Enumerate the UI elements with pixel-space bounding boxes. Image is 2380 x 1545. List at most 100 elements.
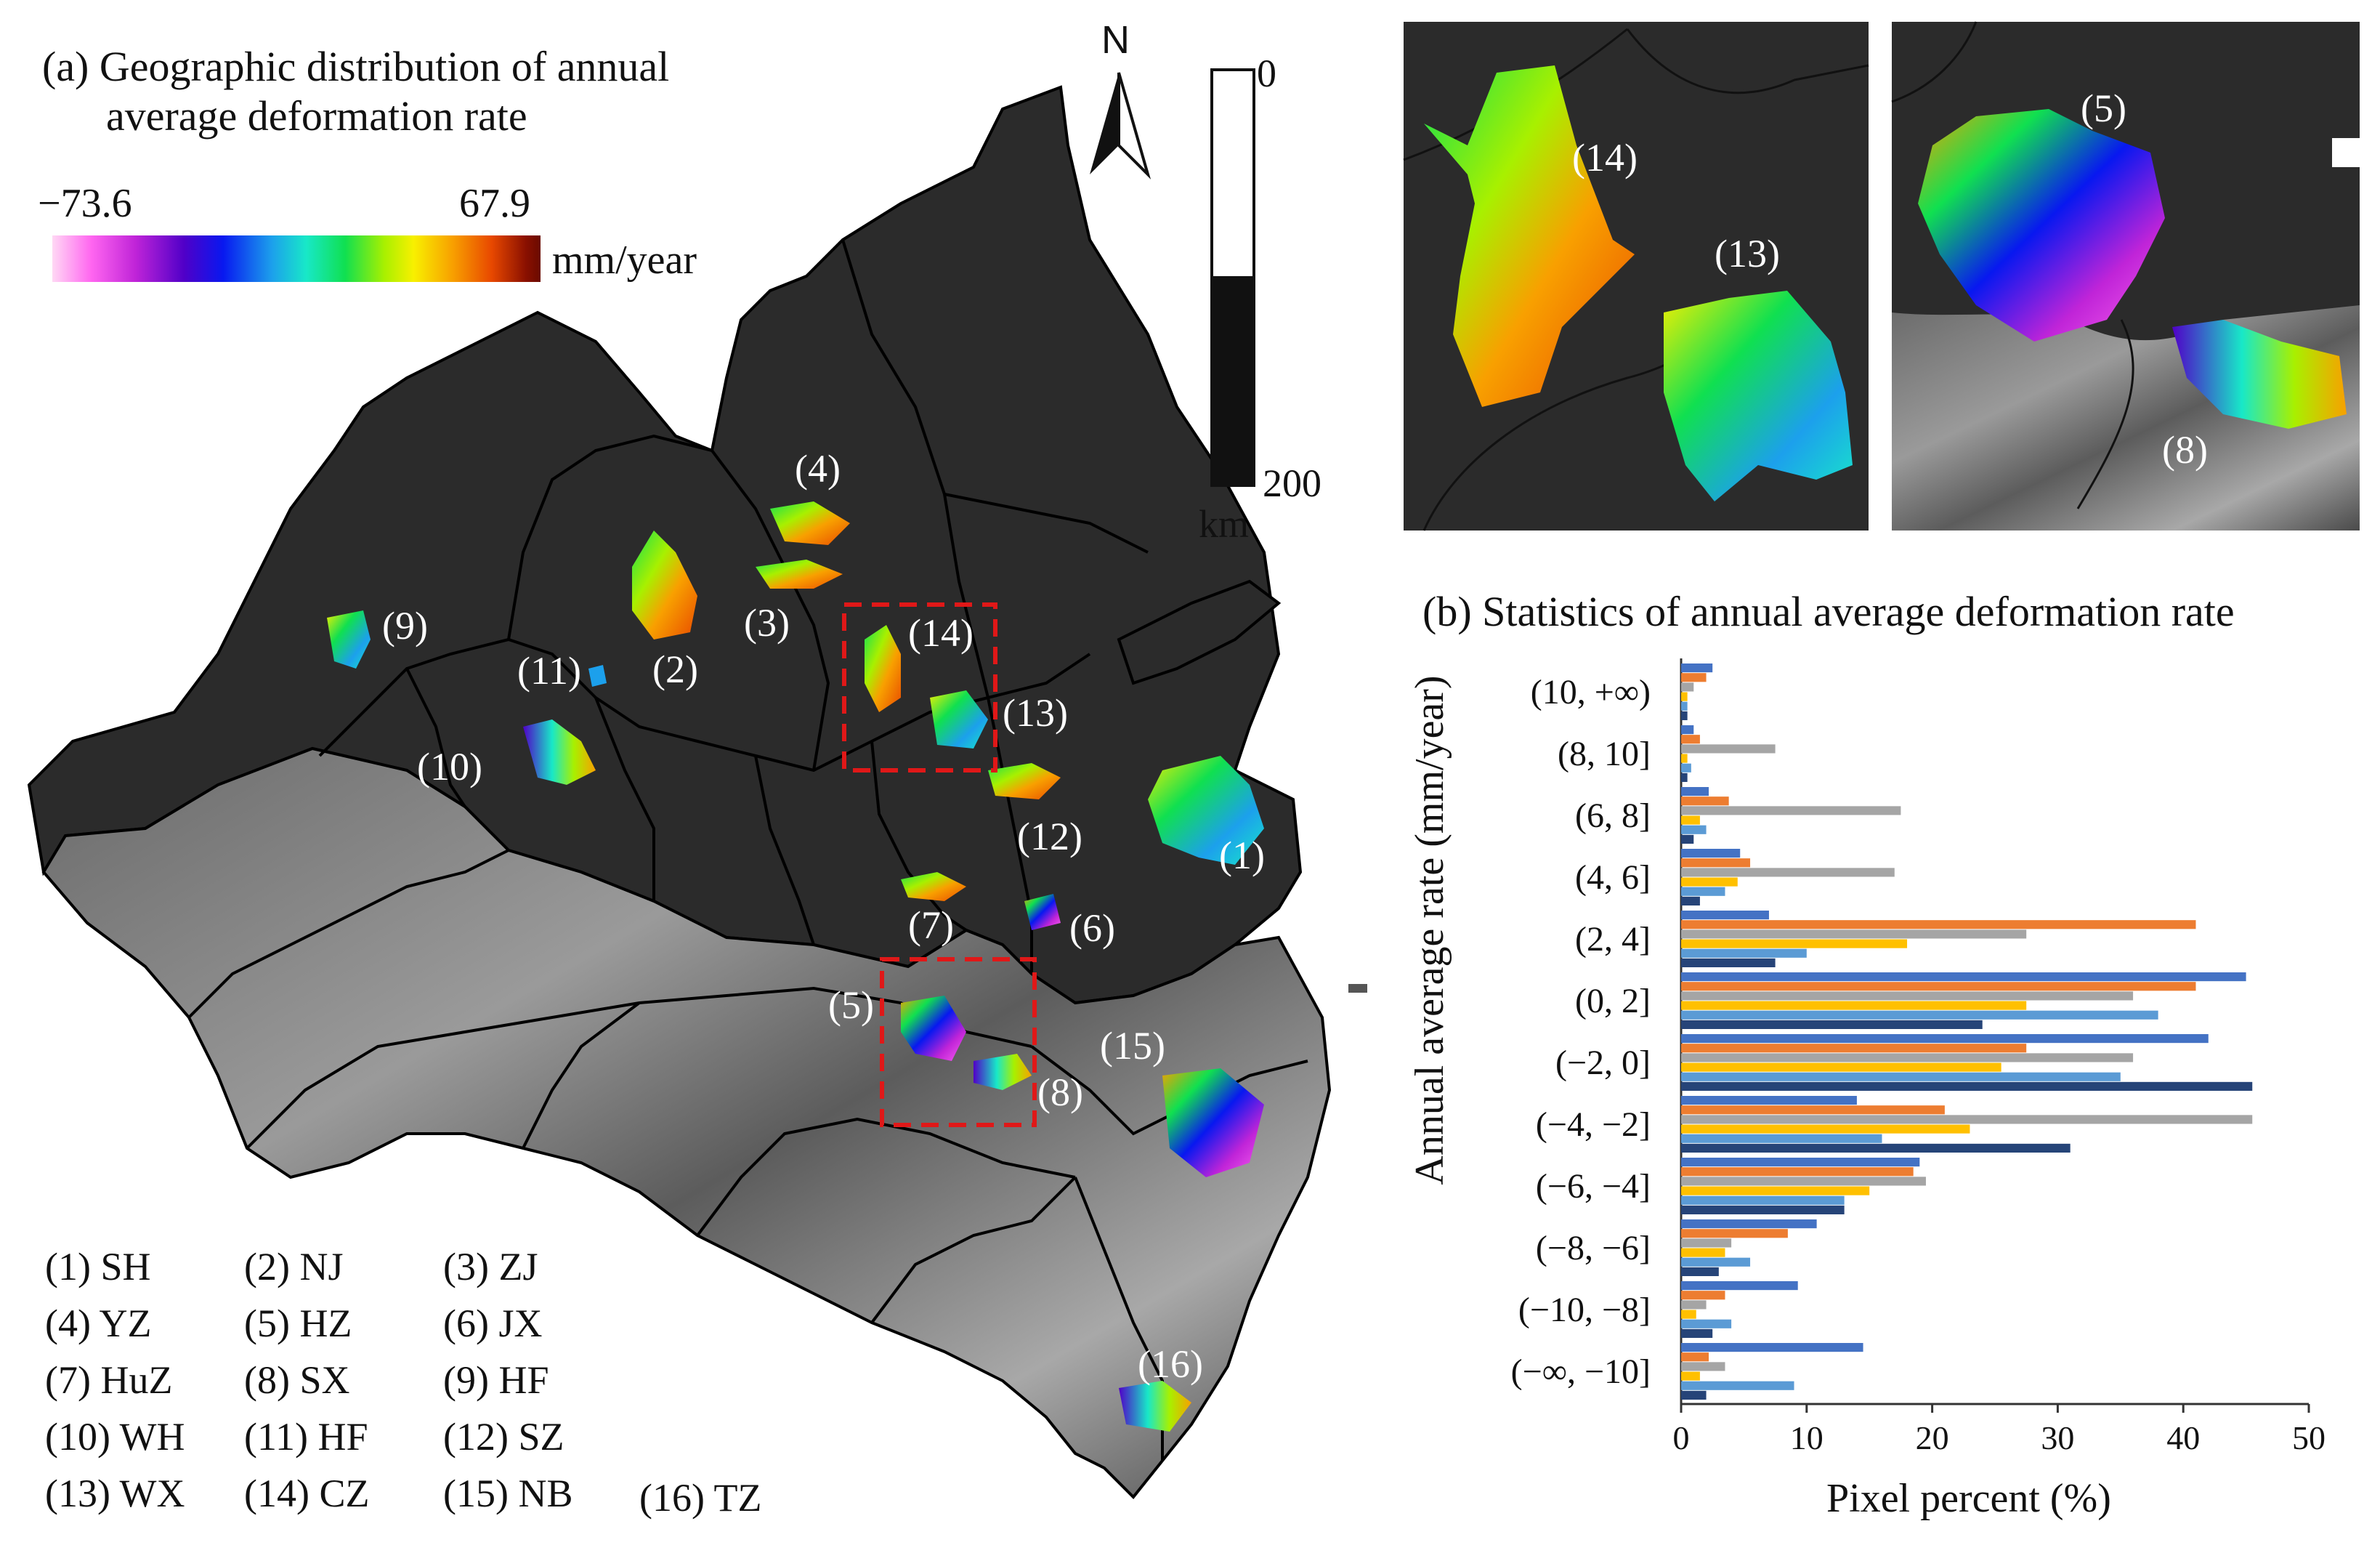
offshore-islet [1348, 984, 1367, 993]
bar-sh-1 [1681, 1281, 1798, 1291]
bar-sx-4 [1681, 1143, 2071, 1153]
inset1-label-14: (14) [1572, 136, 1638, 179]
inset2-label-8: (8) [2162, 428, 2208, 472]
region-label-15: (15) [1100, 1024, 1165, 1068]
region-label-11: (11) [517, 649, 581, 693]
map-title-line1: (a) Geographic distribution of annual [42, 43, 670, 90]
legend-item-3: (3) ZJ [443, 1245, 538, 1288]
colorbar-max-label: 67.9 [459, 181, 530, 226]
category-label: (0, 2] [1575, 981, 1651, 1020]
bar-sh-11 [1681, 663, 1713, 673]
legend-item-10: (10) WH [45, 1415, 185, 1459]
legend-item-14: (14) CZ [244, 1472, 370, 1515]
bar-nj-7 [1681, 920, 2196, 929]
bar-sx-7 [1681, 958, 1776, 967]
bar-sx-8 [1681, 896, 1700, 905]
x-tick-label: 50 [2292, 1419, 2326, 1456]
bar-yz-5 [1681, 1062, 2001, 1072]
region-label-5: (5) [828, 983, 874, 1027]
inset-hz-sx [1891, 21, 2360, 531]
legend-item-9: (9) HF [443, 1358, 549, 1402]
category-label: (−4, −2] [1535, 1105, 1651, 1144]
bar-zj-4 [1681, 1115, 2253, 1124]
x-tick-label: 20 [1915, 1419, 1949, 1456]
category-label: (2, 4] [1575, 919, 1651, 959]
patch-sh [1148, 756, 1264, 865]
bar-yz-1 [1681, 1310, 1696, 1319]
legend-item-16: (16) TZ [639, 1476, 762, 1520]
inset-patch-sx [2172, 320, 2347, 429]
bar-sx-5 [1681, 1081, 2253, 1091]
highlight-box-hz-sx [880, 957, 1037, 1127]
patch-huz [901, 872, 966, 901]
patch-wx [930, 690, 988, 749]
region-label-9: (9) [382, 604, 428, 648]
legend-item-11: (11) HF [244, 1415, 368, 1459]
bar-zj-5 [1681, 1053, 2134, 1062]
bar-nj-3 [1681, 1167, 1914, 1177]
bar-sx-6 [1681, 1020, 1983, 1029]
legend-item-6: (6) JX [443, 1302, 543, 1345]
category-label: (8, 10] [1558, 734, 1651, 773]
bar-zj-3 [1681, 1177, 1926, 1186]
north-arrow [1090, 72, 1151, 179]
bar-hz-1 [1681, 1319, 1732, 1328]
map-title-line2: average deformation rate [106, 92, 527, 140]
patch-sx [974, 1054, 1032, 1090]
bar-nj-5 [1681, 1044, 2027, 1053]
inset2-label-5: (5) [2081, 86, 2126, 130]
region-label-1: (1) [1219, 834, 1265, 877]
bar-sx-3 [1681, 1205, 1845, 1214]
bar-zj-6 [1681, 991, 2134, 1001]
inset1-label-13: (13) [1715, 232, 1780, 275]
map-title: (a) Geographic distribution of annual av… [42, 42, 841, 141]
patch-sz [988, 763, 1061, 799]
study-area-map [27, 85, 1367, 1499]
bar-sx-10 [1681, 772, 1688, 782]
chart-bars [1681, 663, 2253, 1400]
patch-tz [1119, 1381, 1191, 1432]
legend-item-7: (7) HuZ [45, 1358, 173, 1402]
deformation-patches [327, 501, 1264, 1432]
bar-yz-9 [1681, 815, 1700, 825]
legend-item-15: (15) NB [443, 1472, 573, 1515]
category-label: (−2, 0] [1555, 1043, 1651, 1082]
bar-hz-7 [1681, 948, 1807, 958]
category-label: (−6, −4] [1535, 1166, 1651, 1206]
bar-hz-3 [1681, 1195, 1845, 1205]
category-label: (−∞, −10] [1510, 1352, 1651, 1391]
inset-patch-cz [1424, 65, 1635, 407]
colorbar [52, 235, 541, 282]
bar-hz-5 [1681, 1072, 2121, 1081]
region-label-3: (3) [744, 601, 790, 645]
region-label-4: (4) [795, 447, 841, 491]
bar-yz-8 [1681, 877, 1738, 887]
bar-hz-11 [1681, 701, 1688, 711]
bar-sx-9 [1681, 834, 1694, 844]
x-tick-label: 30 [2041, 1419, 2075, 1456]
island [1117, 579, 1282, 685]
scale-bottom-label: 200 [1263, 461, 1321, 505]
legend-item-8: (8) SX [244, 1358, 350, 1402]
scale-bar [1210, 68, 1255, 487]
bar-nj-0 [1681, 1352, 1709, 1362]
legend-item-13: (13) WX [45, 1472, 185, 1515]
patch-hz [901, 996, 966, 1061]
bar-yz-4 [1681, 1124, 1970, 1134]
legend-item-12: (12) SZ [443, 1415, 564, 1459]
bar-hz-10 [1681, 763, 1691, 772]
bar-hz-8 [1681, 887, 1725, 896]
region-label-2: (2) [652, 648, 698, 691]
chart-x-axis-label: Pixel percent (%) [1826, 1476, 2111, 1521]
category-label: (6, 8] [1575, 796, 1651, 835]
bar-nj-9 [1681, 796, 1729, 806]
bar-nj-11 [1681, 673, 1707, 682]
region-label-7: (7) [908, 903, 954, 947]
patch-nj [632, 531, 697, 640]
region-label-13: (13) [1003, 691, 1068, 735]
bar-yz-0 [1681, 1371, 1700, 1381]
colorbar-unit-label: mm/year [552, 238, 697, 283]
bar-sh-10 [1681, 725, 1694, 735]
bar-yz-7 [1681, 939, 1908, 948]
region-label-8: (8) [1037, 1070, 1083, 1114]
